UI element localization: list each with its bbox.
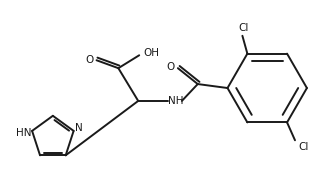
Text: NH: NH — [168, 96, 184, 106]
Text: O: O — [167, 62, 175, 72]
Text: HN: HN — [16, 128, 32, 138]
Text: O: O — [86, 55, 94, 65]
Text: Cl: Cl — [299, 142, 309, 152]
Text: Cl: Cl — [238, 23, 249, 33]
Text: N: N — [75, 123, 83, 133]
Text: OH: OH — [143, 48, 159, 58]
